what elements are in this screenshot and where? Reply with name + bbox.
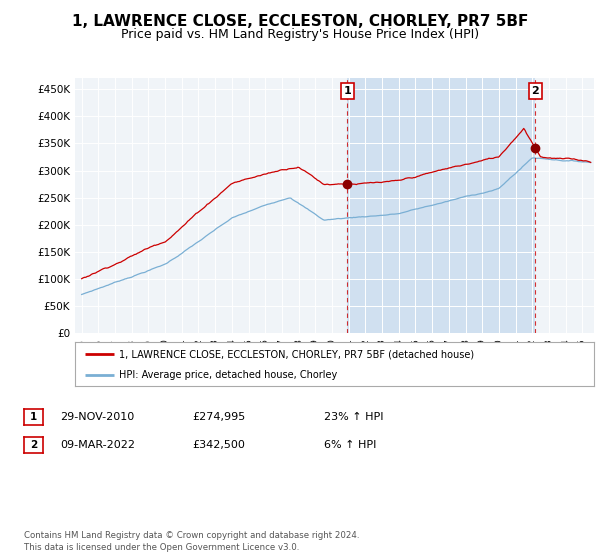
Text: Contains HM Land Registry data © Crown copyright and database right 2024.
This d: Contains HM Land Registry data © Crown c… [24,531,359,552]
Text: Price paid vs. HM Land Registry's House Price Index (HPI): Price paid vs. HM Land Registry's House … [121,28,479,41]
Text: 6% ↑ HPI: 6% ↑ HPI [324,440,376,450]
Text: HPI: Average price, detached house, Chorley: HPI: Average price, detached house, Chor… [119,370,337,380]
Text: 09-MAR-2022: 09-MAR-2022 [60,440,135,450]
Text: 1: 1 [30,412,37,422]
Text: 29-NOV-2010: 29-NOV-2010 [60,412,134,422]
Text: 23% ↑ HPI: 23% ↑ HPI [324,412,383,422]
Text: 2: 2 [532,86,539,96]
Text: 2: 2 [30,440,37,450]
Text: 1, LAWRENCE CLOSE, ECCLESTON, CHORLEY, PR7 5BF (detached house): 1, LAWRENCE CLOSE, ECCLESTON, CHORLEY, P… [119,349,474,359]
Text: 1, LAWRENCE CLOSE, ECCLESTON, CHORLEY, PR7 5BF: 1, LAWRENCE CLOSE, ECCLESTON, CHORLEY, P… [72,14,528,29]
Text: £342,500: £342,500 [192,440,245,450]
Text: 1: 1 [343,86,351,96]
Bar [347,78,535,333]
Text: £274,995: £274,995 [192,412,245,422]
